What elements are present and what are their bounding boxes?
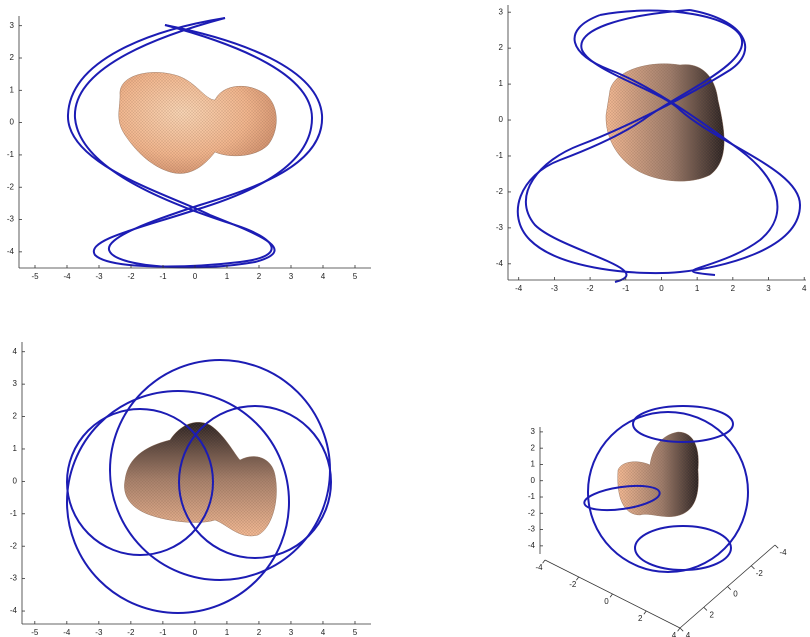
- y-tick-label: -1: [7, 150, 15, 159]
- x-tick-label: 1: [225, 628, 230, 637]
- x-tick-label: 0: [193, 272, 198, 281]
- x-tick-label: 4: [672, 631, 677, 637]
- x-tick: [610, 594, 612, 597]
- x-tick-label: 5: [353, 628, 358, 637]
- z-tick-label: -4: [528, 541, 536, 550]
- x-tick-label: 3: [289, 272, 294, 281]
- x-tick-label: -4: [63, 628, 71, 637]
- panel-3-drawing: [67, 360, 331, 613]
- x-tick-label: 4: [321, 628, 326, 637]
- x-tick-label: 2: [638, 614, 643, 623]
- x-tick-label: -3: [551, 284, 559, 293]
- x-tick-label: 4: [321, 272, 326, 281]
- y-tick-label: -4: [10, 606, 18, 615]
- z-tick-label: -1: [528, 492, 536, 501]
- y-tick-label: 2: [10, 53, 15, 62]
- x-tick-label: 1: [225, 272, 230, 281]
- comet-mesh: [119, 72, 277, 173]
- y-tick-label: 4: [13, 347, 18, 356]
- x-tick: [644, 611, 646, 614]
- z-tick-label: 1: [531, 460, 536, 469]
- x-tick-label: -2: [569, 580, 577, 589]
- orbit: [635, 526, 731, 570]
- x-tick-label: 0: [659, 284, 664, 293]
- z-tick-label: -2: [528, 508, 536, 517]
- y-tick-label: -3: [496, 223, 504, 232]
- x-tick: [678, 628, 680, 631]
- y-tick-label: 3: [499, 7, 504, 16]
- x-tick: [576, 577, 578, 580]
- y-tick-label: 3: [13, 379, 18, 388]
- z-tick-label: 0: [531, 476, 536, 485]
- z-tick-label: 2: [531, 443, 536, 452]
- y-tick-label: 1: [13, 444, 18, 453]
- x-tick-label: -2: [127, 272, 135, 281]
- y-tick-label: 4: [686, 631, 691, 637]
- y-tick-label: -2: [7, 182, 15, 191]
- y-tick-label: -1: [10, 509, 18, 518]
- x-tick-label: -4: [63, 272, 71, 281]
- x-tick-label: 2: [731, 284, 736, 293]
- x-tick-label: -2: [587, 284, 595, 293]
- y-tick-label: 0: [499, 115, 504, 124]
- y-tick-label: 0: [10, 118, 15, 127]
- y-tick-label: 2: [710, 610, 715, 619]
- y-tick-label: -2: [10, 541, 18, 550]
- y-tick-label: -4: [7, 247, 15, 256]
- x-tick-label: -3: [95, 272, 103, 281]
- y-tick: [704, 607, 707, 610]
- x-tick-label: 5: [353, 272, 358, 281]
- y-tick: [728, 587, 731, 590]
- y-tick-label: 1: [10, 85, 15, 94]
- z-tick-label: 3: [531, 427, 536, 436]
- x-tick-label: -1: [622, 284, 630, 293]
- x-tick-label: -5: [31, 272, 39, 281]
- x-tick-label: 0: [604, 597, 609, 606]
- y-tick-label: 3: [10, 21, 15, 30]
- x-tick-label: -1: [159, 272, 167, 281]
- y-tick-label: 1: [499, 79, 504, 88]
- y-tick: [680, 628, 683, 631]
- x-tick-label: -3: [95, 628, 103, 637]
- y-tick-label: -4: [496, 259, 504, 268]
- panel-1-drawing: [68, 18, 322, 267]
- y-tick-label: 2: [13, 412, 18, 421]
- x-tick-label: 3: [766, 284, 771, 293]
- y-tick-label: -4: [779, 548, 787, 557]
- x-tick: [543, 560, 545, 563]
- x-tick-label: -2: [127, 628, 135, 637]
- z-tick-label: -3: [528, 525, 536, 534]
- y-tick-label: -1: [496, 151, 504, 160]
- x-tick-label: 2: [257, 628, 262, 637]
- x-tick-label: 3: [289, 628, 294, 637]
- y-tick-label: -3: [7, 215, 15, 224]
- y-tick-label: -3: [10, 574, 18, 583]
- x-tick-label: -1: [159, 628, 167, 637]
- y-tick-label: -2: [756, 569, 764, 578]
- x-tick-label: 0: [193, 628, 198, 637]
- comet-mesh: [618, 432, 699, 517]
- y-tick-label: -2: [496, 187, 504, 196]
- panel-2-drawing: [518, 10, 800, 282]
- panel-4-drawing: [583, 406, 748, 572]
- y-tick: [751, 566, 754, 569]
- y-tick: [775, 545, 778, 548]
- x-tick-label: -5: [31, 628, 39, 637]
- x-tick-label: -4: [515, 284, 523, 293]
- x-tick-label: 4: [802, 284, 807, 293]
- y-tick-label: 2: [499, 43, 504, 52]
- y-tick-label: 0: [733, 590, 738, 599]
- figure: -5 -4 -3 -2 -1 0 1 2 3 4 5 -4 -3 -2 -1 0 1 2 3 -4 -3 -2 -1 0 1 2 3…: [0, 0, 810, 637]
- x-tick-label: -4: [535, 563, 543, 572]
- x-tick-label: 2: [257, 272, 262, 281]
- y-tick-label: 0: [13, 476, 18, 485]
- x-tick-label: 1: [695, 284, 700, 293]
